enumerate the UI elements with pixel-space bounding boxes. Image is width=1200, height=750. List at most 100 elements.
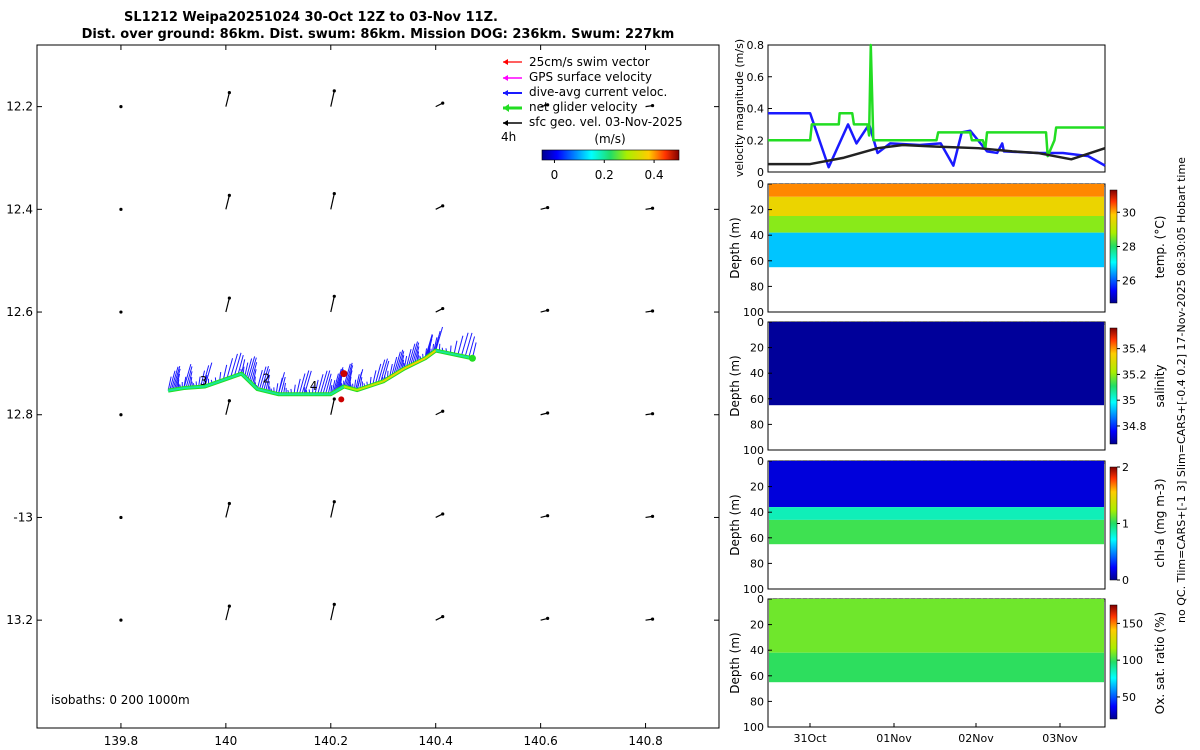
surface-sample — [1075, 598, 1081, 604]
velocity-y-tick-label: 0.4 — [747, 103, 765, 116]
surface-sample — [907, 321, 913, 327]
track-segment — [435, 349, 473, 360]
dive-avg-vector — [435, 337, 439, 351]
dive-avg-vector — [424, 334, 433, 359]
surface-sample — [925, 598, 931, 604]
track-segment — [343, 385, 358, 392]
surface-sample — [1021, 321, 1027, 327]
map-colorbar — [541, 149, 680, 161]
dive-avg-vector — [377, 359, 386, 384]
surface-sample — [889, 460, 895, 466]
surface-sample — [901, 598, 907, 604]
surface-sample — [847, 598, 853, 604]
surface-sample — [949, 321, 955, 327]
surface-sample — [997, 321, 1003, 327]
depth-tick-label: 0 — [757, 593, 764, 606]
geo-vector-head — [441, 306, 445, 311]
surface-sample — [979, 321, 985, 327]
dive-avg-vector — [325, 373, 332, 395]
dive-avg-vector — [453, 340, 458, 355]
surface-sample — [895, 460, 901, 466]
geo-vector-head — [332, 191, 336, 196]
map-colorbar-ticks: 0 0.2 0.4 — [551, 160, 664, 182]
surface-sample — [817, 183, 823, 189]
time-tick-label: 03Nov — [1042, 732, 1078, 745]
surface-sample — [973, 460, 979, 466]
colorbar-tick-label: 30 — [1122, 206, 1136, 219]
geo-vector-head — [650, 412, 655, 416]
dive-avg-vector — [334, 368, 342, 393]
surface-sample — [1093, 598, 1099, 604]
map-colorbar-tick-label: 0.2 — [595, 168, 614, 182]
geo-vector — [330, 90, 335, 107]
dive-avg-vector — [355, 374, 360, 390]
surface-sample — [997, 460, 1003, 466]
track-start-marker — [340, 370, 348, 378]
depth-tick-label: 40 — [750, 367, 764, 380]
surface-sample — [793, 183, 799, 189]
arrow-icon — [503, 120, 508, 126]
dive-avg-vector — [233, 352, 242, 377]
surface-sample — [859, 460, 865, 466]
salinity-panel: 0 20 40 60 80 100 Depth (m) 34.8 35 35.2 35.4 sa… — [728, 316, 1167, 457]
surface-sample — [853, 460, 859, 466]
dive-avg-vector — [170, 366, 179, 391]
dive-avg-vector — [263, 369, 271, 391]
surface-sample — [1039, 321, 1045, 327]
surface-sample — [865, 183, 871, 189]
surface-sample — [985, 183, 991, 189]
surface-sample — [865, 321, 871, 327]
track-segment — [356, 380, 384, 392]
depth-tick-label: 0 — [757, 316, 764, 329]
surface-sample — [775, 460, 781, 466]
dive-avg-vector — [382, 360, 390, 382]
dive-avg-vector — [327, 379, 333, 395]
surface-sample — [967, 321, 973, 327]
colorbar-tick-label: 1 — [1122, 518, 1129, 531]
surface-sample — [829, 183, 835, 189]
surface-sample — [1093, 321, 1099, 327]
track-segment — [403, 357, 426, 370]
section-layer — [769, 232, 1104, 268]
section-layer — [769, 322, 1104, 406]
surface-sample — [949, 460, 955, 466]
surface-sample — [859, 598, 865, 604]
geo-vector — [330, 296, 335, 313]
surface-sample — [1057, 460, 1063, 466]
colorbar-tick-label: 28 — [1122, 241, 1136, 254]
surface-sample — [769, 598, 775, 604]
surface-sample — [889, 598, 895, 604]
map-x-tick-label: 139.8 — [104, 734, 138, 748]
hour-labels: 2 4 3 — [200, 371, 318, 393]
geo-vector-head — [332, 500, 336, 504]
surface-sample — [925, 321, 931, 327]
map-x-tick-label: 140.2 — [314, 734, 348, 748]
surface-sample — [835, 460, 841, 466]
surface-sample — [1039, 460, 1045, 466]
velocity-series-line — [768, 43, 1105, 158]
surface-sample — [811, 321, 817, 327]
dive-avg-vector — [175, 373, 181, 390]
geo-vector-head — [650, 206, 655, 210]
surface-sample — [1045, 460, 1051, 466]
surface-sample — [919, 183, 925, 189]
surface-sample — [901, 460, 907, 466]
surface-sample — [973, 321, 979, 327]
depth-tick-label: 100 — [743, 306, 764, 319]
surface-sample — [1003, 321, 1009, 327]
dive-avg-vector — [265, 374, 271, 392]
dive-avg-vector — [374, 363, 382, 385]
surface-sample — [1003, 598, 1009, 604]
dive-avg-vector — [314, 379, 319, 395]
dive-avg-vector — [252, 369, 257, 385]
geo-vector-head — [332, 602, 336, 607]
surface-sample — [1009, 598, 1015, 604]
dive-avg-vector — [405, 349, 412, 368]
hour-label: 4 — [310, 379, 318, 393]
surface-sample — [847, 183, 853, 189]
geo-vector-head — [546, 616, 550, 621]
surface-sample — [1021, 598, 1027, 604]
surface-sample — [1075, 183, 1081, 189]
surface-sample — [853, 598, 859, 604]
dive-avg-vector — [301, 370, 310, 395]
